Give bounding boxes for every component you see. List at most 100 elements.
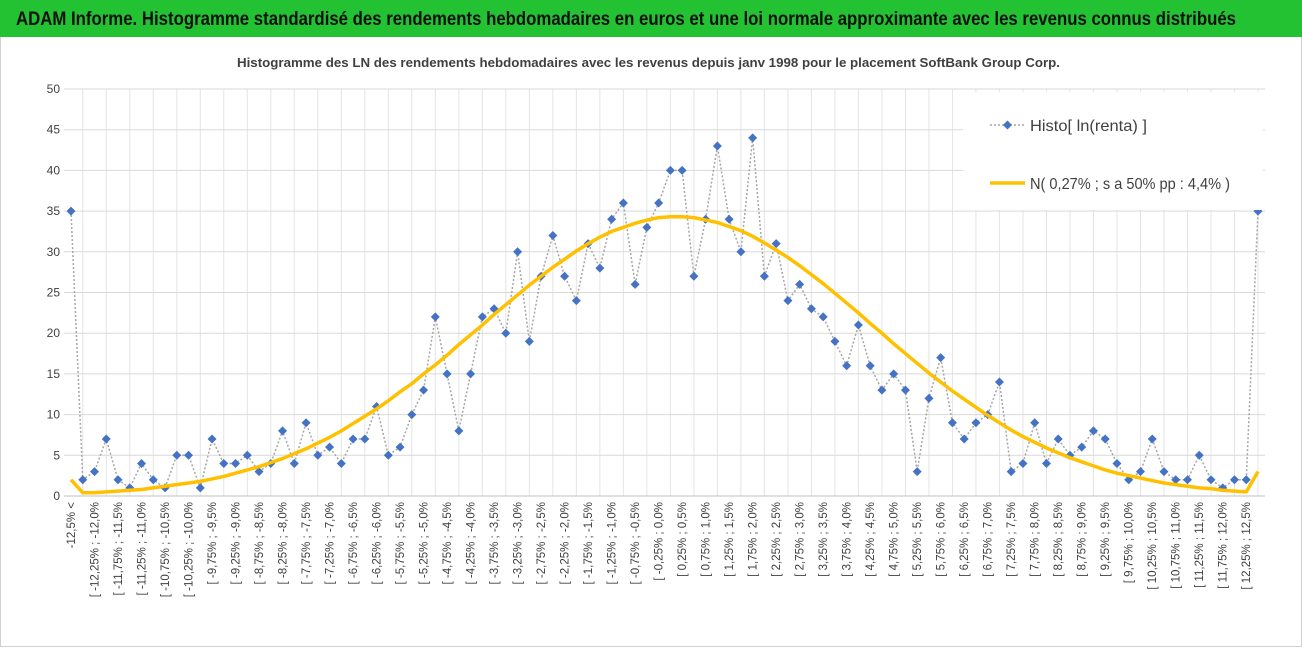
x-tick-label: [ 10,75% ; 11,0% [1171,502,1183,589]
data-point [1112,458,1122,468]
data-point [242,450,252,460]
data-point [618,198,628,208]
data-point [959,434,969,444]
data-point [407,410,417,420]
data-point [795,279,805,289]
x-tick-label: [ -7,25% ; -7,0% [325,502,337,584]
data-point [360,434,370,444]
data-point [513,247,523,257]
data-point [936,353,946,363]
data-point [454,426,464,436]
x-tick-label: [ -7,75% ; -7,5% [301,502,313,584]
x-tick-label: [ -11,25% ; -11,0% [137,502,149,596]
legend-label: N( 0,27% ; s a 50% pp : 4,4% ) [1030,176,1230,193]
y-tick-label: 30 [47,245,61,259]
data-point [430,312,440,322]
data-point [336,458,346,468]
label-layer: 0 5 10 15 20 25 30 35 40 45 50 -12,5% < [ -12,25% ; … [47,82,1254,597]
data-point [477,312,487,322]
x-tick-label: [ 11,75% ; 12,0% [1218,502,1230,589]
data-point [313,450,323,460]
data-point [219,458,229,468]
legend: Histo[ ln(renta) ] N( 0,27% ; s a 50% pp … [963,92,1263,210]
data-point [865,361,875,371]
data-point [348,434,358,444]
y-tick-label: 20 [47,326,61,340]
chart-subtitle: Histogramme des LN des rendements hebdom… [237,55,1060,70]
data-point [712,141,722,151]
y-tick-label: 0 [53,489,60,503]
data-point [900,385,910,395]
data-point [278,426,288,436]
data-point [66,206,76,216]
data-point [289,458,299,468]
data-point [1030,418,1040,428]
x-tick-label: [ 6,75% ; 7,0% [983,502,995,577]
x-tick-label: [ -3,75% ; -3,5% [489,502,501,584]
data-point [689,271,699,281]
data-point [677,165,687,175]
data-point [818,312,828,322]
data-point [113,475,123,485]
x-tick-label: [ 11,25% ; 11,5% [1194,502,1206,588]
data-point [806,304,816,314]
x-tick-label: [ -4,25% ; -4,0% [466,502,478,584]
data-point [419,385,429,395]
x-tick-label: [ -2,25% ; -2,0% [560,502,572,584]
x-tick-label: [ 5,75% ; 6,0% [936,502,948,577]
data-point [137,458,147,468]
legend-marker [1003,120,1012,130]
data-point [148,475,158,485]
x-tick-label: [ 5,25% ; 5,5% [912,502,924,577]
data-point [184,450,194,460]
data-point [1135,467,1145,477]
data-point [994,377,1004,387]
data-point [748,133,758,143]
y-tick-label: 10 [47,408,61,422]
x-tick-label: [ 8,25% ; 8,5% [1053,502,1065,577]
data-point [1147,434,1157,444]
data-point [1041,458,1051,468]
data-point [90,467,100,477]
x-tick-label: [ -10,25% ; -10,0% [184,502,196,597]
legend-box [963,92,1263,210]
x-tick-label: [ -8,25% ; -8,0% [278,502,290,584]
data-point [395,442,405,452]
x-tick-label: [ -6,25% ; -6,0% [372,502,384,584]
data-point [842,361,852,371]
x-tick-label: [ -12,25% ; -12,0% [90,502,102,597]
data-point [1171,475,1181,485]
data-point [1182,475,1192,485]
y-tick-label: 40 [47,163,61,177]
data-point [442,369,452,379]
x-tick-label: [ -4,75% ; -4,5% [442,502,454,584]
x-tick-label: [ 6,25% ; 6,5% [959,502,971,577]
x-tick-label: [ -2,75% ; -2,5% [536,502,548,584]
data-point [783,296,793,306]
data-point [642,222,652,232]
data-point [383,450,393,460]
x-tick-label: [ 9,75% ; 10,0% [1124,502,1136,583]
x-tick-label: [ -9,25% ; -9,0% [231,502,243,584]
x-tick-label: [ 3,25% ; 3,5% [818,502,830,577]
data-point [254,467,264,477]
data-point [947,418,957,428]
y-tick-label: 35 [47,204,61,218]
x-tick-label: [ -1,75% ; -1,5% [583,502,595,584]
data-point [889,369,899,379]
data-point [771,239,781,249]
data-point [1159,467,1169,477]
y-tick-label: 50 [47,82,61,96]
data-point [759,271,769,281]
x-tick-label: [ 7,75% ; 8,0% [1030,502,1042,577]
x-tick-label: -12,5% < [66,502,78,549]
data-point [607,214,617,224]
x-tick-label: [ 4,25% ; 4,5% [865,502,877,577]
page-title: ADAM Informe. Histogramme standardisé de… [16,9,1236,30]
x-tick-label: [ -11,75% ; -11,5% [113,502,125,596]
data-point [78,475,88,485]
x-tick-label: [ -0,75% ; -0,5% [630,502,642,584]
data-point [524,336,534,346]
data-point [466,369,476,379]
